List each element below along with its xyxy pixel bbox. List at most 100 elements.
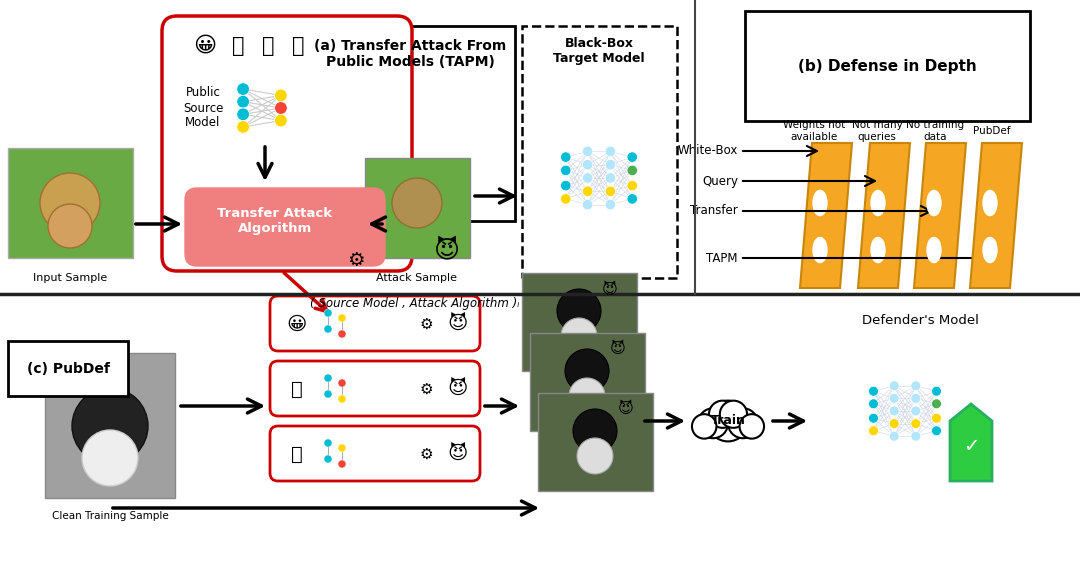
Bar: [8, 341, 129, 396]
Text: PubDef: PubDef: [973, 126, 1011, 136]
Circle shape: [577, 438, 613, 474]
Text: 😈: 😈: [602, 282, 618, 297]
Circle shape: [324, 390, 332, 398]
Bar: [530, 333, 645, 431]
Text: ⚙️: ⚙️: [348, 252, 366, 271]
Ellipse shape: [927, 237, 941, 263]
Circle shape: [573, 409, 617, 453]
Text: Transfer: Transfer: [690, 204, 738, 218]
Circle shape: [692, 414, 716, 439]
Circle shape: [338, 460, 346, 468]
Text: Weights not
available: Weights not available: [783, 120, 846, 142]
Text: No training
data: No training data: [906, 120, 964, 142]
Circle shape: [324, 374, 332, 382]
Text: Transfer Attack
Algorithm: Transfer Attack Algorithm: [217, 207, 333, 235]
Circle shape: [274, 102, 287, 114]
Circle shape: [565, 349, 609, 393]
Circle shape: [338, 314, 346, 322]
FancyBboxPatch shape: [185, 188, 384, 266]
Circle shape: [605, 160, 616, 170]
Text: 💾: 💾: [292, 380, 302, 399]
Circle shape: [561, 180, 571, 191]
Text: 😈: 😈: [448, 380, 469, 399]
Circle shape: [237, 108, 249, 120]
Bar: [522, 273, 637, 371]
Circle shape: [338, 379, 346, 387]
Text: (b) Defense in Depth: (b) Defense in Depth: [798, 59, 976, 74]
Circle shape: [889, 406, 900, 416]
Bar: [45, 353, 175, 498]
Ellipse shape: [813, 191, 827, 215]
Text: Query: Query: [702, 175, 738, 188]
Circle shape: [889, 431, 900, 441]
Ellipse shape: [870, 237, 885, 263]
Bar: [365, 158, 470, 258]
Circle shape: [605, 146, 616, 157]
Circle shape: [627, 194, 637, 204]
Circle shape: [324, 325, 332, 333]
Polygon shape: [858, 143, 910, 288]
Circle shape: [338, 330, 346, 338]
Text: 🔥: 🔥: [261, 36, 274, 56]
Ellipse shape: [983, 237, 997, 263]
Circle shape: [728, 408, 758, 438]
Text: 😀: 😀: [193, 36, 217, 56]
Circle shape: [561, 194, 571, 204]
FancyBboxPatch shape: [270, 426, 480, 481]
Ellipse shape: [927, 191, 941, 215]
Circle shape: [708, 401, 737, 428]
Circle shape: [910, 431, 921, 441]
FancyBboxPatch shape: [270, 296, 480, 351]
Bar: [8, 148, 133, 258]
Text: ⚙️: ⚙️: [420, 446, 434, 461]
Circle shape: [868, 386, 878, 396]
Text: 🧊: 🧊: [292, 36, 305, 56]
Text: ( Source Model , Attack Algorithm )ᵢ: ( Source Model , Attack Algorithm )ᵢ: [310, 297, 519, 309]
Circle shape: [582, 199, 593, 210]
Circle shape: [910, 393, 921, 403]
Circle shape: [932, 426, 942, 436]
Circle shape: [627, 152, 637, 162]
Bar: [522, 26, 677, 278]
Circle shape: [561, 318, 597, 354]
Circle shape: [720, 401, 747, 428]
Circle shape: [932, 399, 942, 409]
Ellipse shape: [870, 191, 885, 215]
Text: ⚙️: ⚙️: [420, 316, 434, 332]
Circle shape: [707, 400, 748, 441]
Circle shape: [392, 178, 442, 228]
Text: Attack Sample: Attack Sample: [377, 273, 458, 283]
Text: ⚙️: ⚙️: [420, 381, 434, 396]
Circle shape: [324, 439, 332, 447]
Circle shape: [72, 388, 148, 464]
Text: 😀: 😀: [287, 314, 307, 334]
Bar: [538, 393, 653, 491]
Text: (a) Transfer Attack From
Public Models (TAPM): (a) Transfer Attack From Public Models (…: [314, 39, 507, 69]
Circle shape: [40, 173, 100, 233]
Circle shape: [889, 381, 900, 391]
Text: 😈: 😈: [610, 342, 626, 357]
Circle shape: [868, 413, 878, 423]
Circle shape: [910, 381, 921, 391]
Circle shape: [582, 173, 593, 183]
Circle shape: [698, 408, 728, 438]
Circle shape: [605, 173, 616, 183]
FancyBboxPatch shape: [270, 361, 480, 416]
Circle shape: [889, 419, 900, 429]
Text: Black-Box
Target Model: Black-Box Target Model: [553, 37, 645, 65]
Text: TAPM: TAPM: [706, 252, 738, 264]
Text: 😈: 😈: [618, 401, 634, 416]
Polygon shape: [800, 143, 852, 288]
Text: ✓: ✓: [962, 437, 980, 456]
Text: Defender's Model: Defender's Model: [862, 314, 978, 328]
Circle shape: [605, 186, 616, 196]
Circle shape: [557, 289, 600, 333]
Circle shape: [324, 309, 332, 317]
Polygon shape: [950, 404, 993, 481]
Circle shape: [324, 455, 332, 463]
Bar: [745, 11, 1030, 121]
Circle shape: [889, 393, 900, 403]
Ellipse shape: [983, 191, 997, 215]
Text: 💾: 💾: [232, 36, 244, 56]
Circle shape: [582, 186, 593, 196]
